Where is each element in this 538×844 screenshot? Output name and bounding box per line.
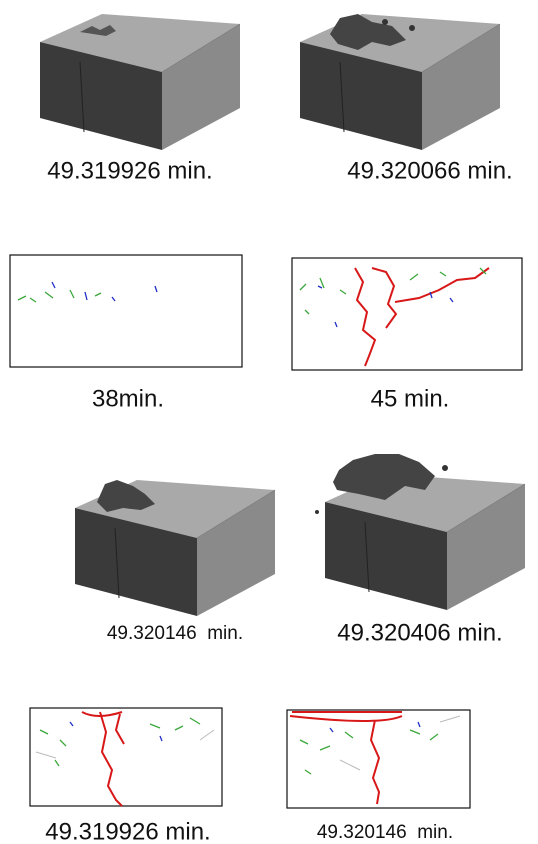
block-render: [40, 14, 240, 150]
caption: 49.320406 min.: [337, 619, 502, 646]
crack-map: [287, 710, 470, 808]
caption: 49.320146 min.: [107, 623, 243, 644]
block-render: [315, 454, 525, 610]
crack-map: [292, 258, 522, 370]
crack-map: [10, 255, 242, 367]
caption: 49.319926 min.: [45, 818, 210, 844]
caption: 49.319926 min.: [47, 157, 212, 184]
caption: 49.320146 min.: [317, 822, 453, 843]
crack-map: [30, 708, 222, 806]
figure: 49.319926 min. 49.320066 min. 38min. 45 …: [0, 0, 538, 844]
caption: 49.320066 min.: [347, 157, 512, 184]
block-render: [300, 14, 500, 150]
caption: 38min.: [92, 385, 164, 412]
block-render: [75, 480, 275, 616]
caption: 45 min.: [371, 385, 450, 412]
